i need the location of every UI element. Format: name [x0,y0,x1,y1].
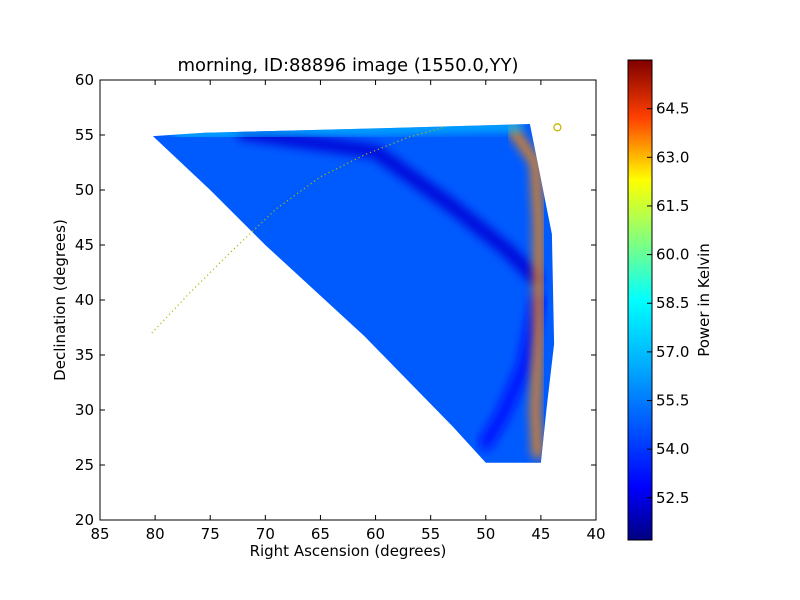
x-tick-label: 75 [201,525,220,543]
y-tick-label: 35 [75,346,94,364]
chart-title: morning, ID:88896 image (1550.0,YY) [177,55,518,76]
colorbar-tick-label: 63.0 [656,148,689,166]
y-tick-label: 40 [75,291,94,309]
x-tick-label: 70 [256,525,275,543]
dotted-trajectory-curve [151,126,445,334]
y-axis-label: Declination (degrees) [51,219,69,381]
x-tick-label: 60 [366,525,385,543]
y-axis-ticks: 20 25 30 35 40 45 50 55 60 [75,71,596,529]
x-tick-label: 80 [146,525,165,543]
colorbar-tick-label: 54.0 [656,440,689,458]
overlay-layer [151,123,562,334]
x-tick-label: 55 [421,525,440,543]
feature-group [173,124,545,459]
colorbar-ticks: 52.5 54.0 55.5 57.0 58.5 60.0 61.5 63.0 64.5 [647,100,689,507]
hot-edge [508,125,544,459]
y-tick-label: 55 [75,126,94,144]
heatmap-layer [152,124,555,463]
y-tick-label: 50 [75,181,94,199]
colorbar-tick-label: 55.5 [656,392,689,410]
colorbar: 52.5 54.0 55.5 57.0 58.5 60.0 61.5 63.0 64.5 Pow… [627,59,713,541]
colorbar-tick-label: 60.0 [656,246,689,264]
warm-top-edge [173,124,523,139]
x-axis-label: Right Ascension (degrees) [250,542,447,560]
y-tick-label: 60 [75,71,94,89]
y-tick-label: 25 [75,456,94,474]
y-tick-label: 45 [75,236,94,254]
y-tick-label: 20 [75,511,94,529]
x-tick-label: 65 [311,525,330,543]
colorbar-tick-label: 64.5 [656,100,689,118]
plot-area [99,79,597,521]
x-axis-ticks: 85 80 75 70 65 60 55 50 45 40 [90,80,606,543]
colorbar-label: Power in Kelvin [695,243,713,357]
x-tick-label: 85 [90,525,109,543]
x-tick-label: 50 [476,525,495,543]
cold-band [478,293,545,450]
cold-band [236,125,543,285]
colorbar-tick-label: 58.5 [656,294,689,312]
circle-marker [553,123,562,132]
colorbar-tick-label: 61.5 [656,197,689,215]
x-tick-label: 45 [531,525,550,543]
x-tick-label: 40 [586,525,605,543]
colorbar-tick-label: 57.0 [656,343,689,361]
colorbar-tick-label: 52.5 [656,489,689,507]
colorbar-gradient [627,59,653,541]
y-tick-label: 30 [75,401,94,419]
